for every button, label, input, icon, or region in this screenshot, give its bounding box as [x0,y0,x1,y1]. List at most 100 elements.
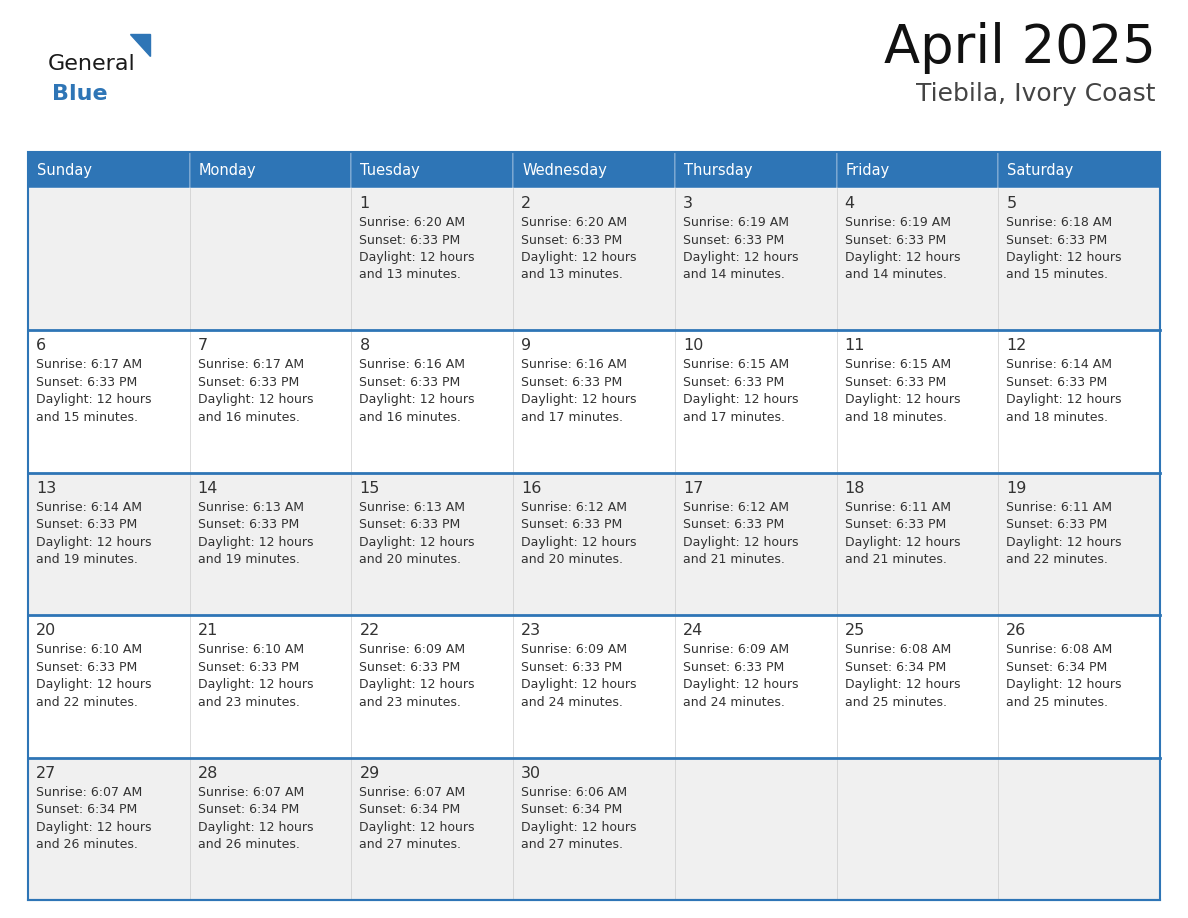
Bar [29,757,190,900]
Text: 19: 19 [1006,481,1026,496]
Text: Sunrise: 6:13 AM
Sunset: 6:33 PM
Daylight: 12 hours
and 19 minutes.: Sunrise: 6:13 AM Sunset: 6:33 PM Dayligh… [197,501,314,566]
Text: Sunrise: 6:12 AM
Sunset: 6:33 PM
Daylight: 12 hours
and 20 minutes.: Sunrise: 6:12 AM Sunset: 6:33 PM Dayligh… [522,501,637,566]
Text: Tuesday: Tuesday [360,163,421,178]
Text: Blue: Blue [52,84,108,104]
Text: 20: 20 [36,623,56,638]
Bar [513,757,675,900]
Text: Sunrise: 6:07 AM
Sunset: 6:34 PM
Daylight: 12 hours
and 27 minutes.: Sunrise: 6:07 AM Sunset: 6:34 PM Dayligh… [360,786,475,851]
Text: Sunrise: 6:16 AM
Sunset: 6:33 PM
Daylight: 12 hours
and 16 minutes.: Sunrise: 6:16 AM Sunset: 6:33 PM Dayligh… [360,358,475,424]
Bar [513,188,675,330]
Text: 13: 13 [36,481,56,496]
Text: Saturday: Saturday [1007,163,1074,178]
Bar [513,330,675,473]
Text: 15: 15 [360,481,380,496]
Bar [513,152,675,188]
Text: 30: 30 [522,766,542,780]
Bar [29,152,1159,900]
Text: Sunrise: 6:17 AM
Sunset: 6:33 PM
Daylight: 12 hours
and 16 minutes.: Sunrise: 6:17 AM Sunset: 6:33 PM Dayligh… [197,358,314,424]
Text: Wednesday: Wednesday [523,163,607,178]
Text: Sunrise: 6:19 AM
Sunset: 6:33 PM
Daylight: 12 hours
and 14 minutes.: Sunrise: 6:19 AM Sunset: 6:33 PM Dayligh… [845,216,960,282]
Text: Sunrise: 6:19 AM
Sunset: 6:33 PM
Daylight: 12 hours
and 14 minutes.: Sunrise: 6:19 AM Sunset: 6:33 PM Dayligh… [683,216,798,282]
Text: Sunrise: 6:08 AM
Sunset: 6:34 PM
Daylight: 12 hours
and 25 minutes.: Sunrise: 6:08 AM Sunset: 6:34 PM Dayligh… [1006,644,1121,709]
Text: 26: 26 [1006,623,1026,638]
Bar [352,757,513,900]
Text: Sunrise: 6:11 AM
Sunset: 6:33 PM
Daylight: 12 hours
and 21 minutes.: Sunrise: 6:11 AM Sunset: 6:33 PM Dayligh… [845,501,960,566]
Bar [190,152,352,188]
Text: 25: 25 [845,623,865,638]
Text: 21: 21 [197,623,219,638]
Text: Thursday: Thursday [684,163,752,178]
Bar [836,188,998,330]
Bar [513,615,675,757]
Bar [29,473,190,615]
Bar [836,757,998,900]
Text: 23: 23 [522,623,542,638]
Bar [352,473,513,615]
Text: 4: 4 [845,196,854,211]
Text: 14: 14 [197,481,219,496]
Bar [352,188,513,330]
Text: Sunrise: 6:15 AM
Sunset: 6:33 PM
Daylight: 12 hours
and 17 minutes.: Sunrise: 6:15 AM Sunset: 6:33 PM Dayligh… [683,358,798,424]
Text: 12: 12 [1006,339,1026,353]
Text: 1: 1 [360,196,369,211]
Text: Sunrise: 6:18 AM
Sunset: 6:33 PM
Daylight: 12 hours
and 15 minutes.: Sunrise: 6:18 AM Sunset: 6:33 PM Dayligh… [1006,216,1121,282]
Text: Tiebila, Ivory Coast: Tiebila, Ivory Coast [916,82,1156,106]
Text: Sunrise: 6:14 AM
Sunset: 6:33 PM
Daylight: 12 hours
and 18 minutes.: Sunrise: 6:14 AM Sunset: 6:33 PM Dayligh… [1006,358,1121,424]
Text: 10: 10 [683,339,703,353]
Bar [190,615,352,757]
Bar [675,473,836,615]
Bar [352,330,513,473]
Text: Sunrise: 6:13 AM
Sunset: 6:33 PM
Daylight: 12 hours
and 20 minutes.: Sunrise: 6:13 AM Sunset: 6:33 PM Dayligh… [360,501,475,566]
Text: Sunrise: 6:17 AM
Sunset: 6:33 PM
Daylight: 12 hours
and 15 minutes.: Sunrise: 6:17 AM Sunset: 6:33 PM Dayligh… [36,358,152,424]
Bar [352,615,513,757]
Text: Sunrise: 6:11 AM
Sunset: 6:33 PM
Daylight: 12 hours
and 22 minutes.: Sunrise: 6:11 AM Sunset: 6:33 PM Dayligh… [1006,501,1121,566]
Text: Sunrise: 6:15 AM
Sunset: 6:33 PM
Daylight: 12 hours
and 18 minutes.: Sunrise: 6:15 AM Sunset: 6:33 PM Dayligh… [845,358,960,424]
Bar [675,615,836,757]
Text: 16: 16 [522,481,542,496]
Text: Sunrise: 6:09 AM
Sunset: 6:33 PM
Daylight: 12 hours
and 24 minutes.: Sunrise: 6:09 AM Sunset: 6:33 PM Dayligh… [522,644,637,709]
Bar [29,330,190,473]
Text: 28: 28 [197,766,219,780]
Text: 2: 2 [522,196,531,211]
Text: Sunday: Sunday [37,163,91,178]
Bar [998,188,1159,330]
Text: 29: 29 [360,766,380,780]
Text: 17: 17 [683,481,703,496]
Text: Sunrise: 6:10 AM
Sunset: 6:33 PM
Daylight: 12 hours
and 22 minutes.: Sunrise: 6:10 AM Sunset: 6:33 PM Dayligh… [36,644,152,709]
Bar [675,188,836,330]
Bar [352,152,513,188]
Text: Sunrise: 6:20 AM
Sunset: 6:33 PM
Daylight: 12 hours
and 13 minutes.: Sunrise: 6:20 AM Sunset: 6:33 PM Dayligh… [522,216,637,282]
Bar [836,615,998,757]
Text: Sunrise: 6:07 AM
Sunset: 6:34 PM
Daylight: 12 hours
and 26 minutes.: Sunrise: 6:07 AM Sunset: 6:34 PM Dayligh… [36,786,152,851]
Bar [513,473,675,615]
Bar [29,188,190,330]
Bar [836,330,998,473]
Bar [29,615,190,757]
Bar [998,757,1159,900]
Text: Sunrise: 6:16 AM
Sunset: 6:33 PM
Daylight: 12 hours
and 17 minutes.: Sunrise: 6:16 AM Sunset: 6:33 PM Dayligh… [522,358,637,424]
Text: Friday: Friday [846,163,890,178]
Text: 5: 5 [1006,196,1017,211]
Bar [675,152,836,188]
Text: Sunrise: 6:20 AM
Sunset: 6:33 PM
Daylight: 12 hours
and 13 minutes.: Sunrise: 6:20 AM Sunset: 6:33 PM Dayligh… [360,216,475,282]
Text: Sunrise: 6:09 AM
Sunset: 6:33 PM
Daylight: 12 hours
and 23 minutes.: Sunrise: 6:09 AM Sunset: 6:33 PM Dayligh… [360,644,475,709]
Text: April 2025: April 2025 [884,22,1156,74]
Polygon shape [129,34,150,56]
Bar [998,330,1159,473]
Bar [190,757,352,900]
Bar [836,152,998,188]
Text: Monday: Monday [198,163,257,178]
Text: 11: 11 [845,339,865,353]
Text: 18: 18 [845,481,865,496]
Text: Sunrise: 6:12 AM
Sunset: 6:33 PM
Daylight: 12 hours
and 21 minutes.: Sunrise: 6:12 AM Sunset: 6:33 PM Dayligh… [683,501,798,566]
Text: 8: 8 [360,339,369,353]
Text: 22: 22 [360,623,380,638]
Text: 9: 9 [522,339,531,353]
Bar [836,473,998,615]
Text: Sunrise: 6:07 AM
Sunset: 6:34 PM
Daylight: 12 hours
and 26 minutes.: Sunrise: 6:07 AM Sunset: 6:34 PM Dayligh… [197,786,314,851]
Text: 24: 24 [683,623,703,638]
Text: Sunrise: 6:10 AM
Sunset: 6:33 PM
Daylight: 12 hours
and 23 minutes.: Sunrise: 6:10 AM Sunset: 6:33 PM Dayligh… [197,644,314,709]
Bar [675,757,836,900]
Text: General: General [48,54,135,74]
Text: Sunrise: 6:08 AM
Sunset: 6:34 PM
Daylight: 12 hours
and 25 minutes.: Sunrise: 6:08 AM Sunset: 6:34 PM Dayligh… [845,644,960,709]
